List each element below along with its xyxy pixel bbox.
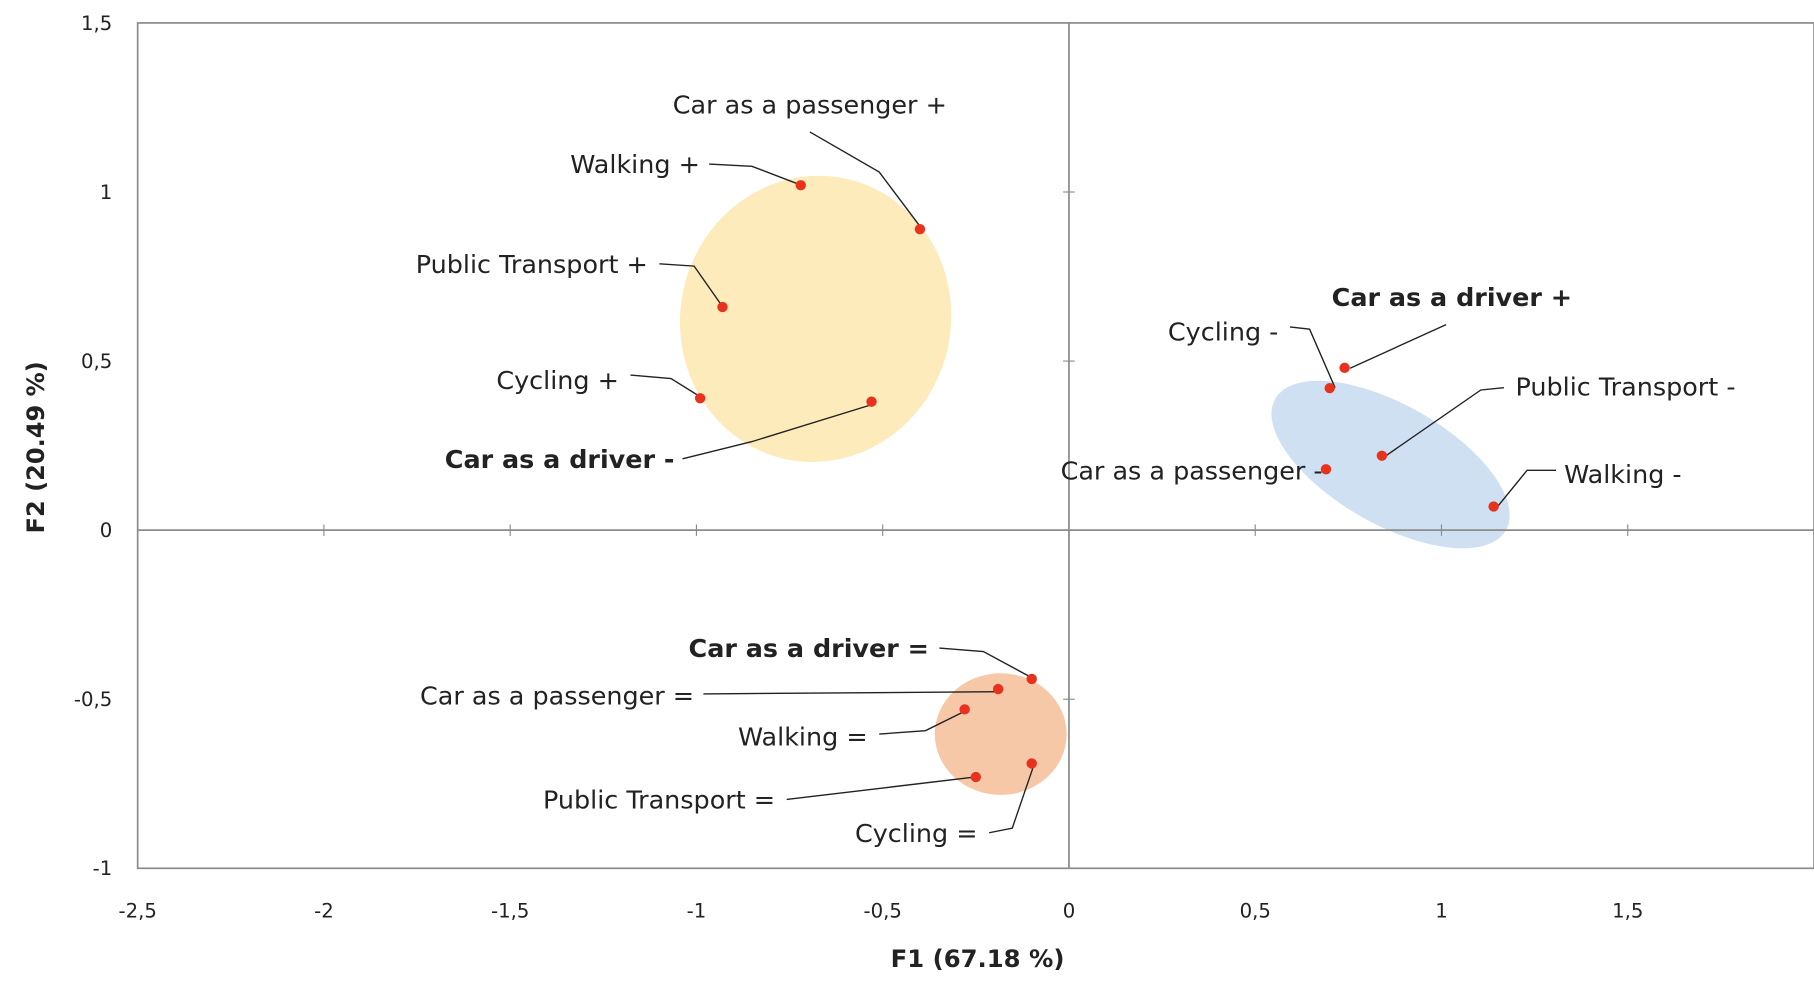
- point-label: Public Transport =: [543, 785, 775, 815]
- y-tick-label: 1: [100, 181, 113, 204]
- point: [914, 224, 926, 235]
- point-label: Walking -: [1564, 459, 1682, 489]
- leader-line: [939, 647, 1035, 680]
- point: [1320, 464, 1332, 475]
- leader-line: [989, 763, 1035, 834]
- point-label: Walking +: [570, 149, 700, 179]
- cluster: [679, 175, 952, 462]
- leader-line: [1349, 323, 1447, 369]
- point-label: Cycling -: [1168, 317, 1278, 347]
- point: [1324, 382, 1335, 394]
- leader-line: [703, 690, 1000, 695]
- leader-line: [682, 403, 875, 460]
- point-label: Car as a passenger +: [673, 90, 947, 120]
- point-label: Car as a passenger -: [1061, 456, 1323, 486]
- leader-line: [879, 708, 970, 735]
- point: [717, 301, 728, 313]
- point-label: Car as a driver =: [689, 633, 929, 663]
- x-tick-label: -2,5: [118, 900, 156, 923]
- cluster: [1271, 380, 1510, 549]
- leader-line: [659, 263, 724, 308]
- leader-line: [1289, 326, 1336, 388]
- x-tick-label: -2: [314, 900, 334, 923]
- point-label: Cycling +: [496, 365, 619, 395]
- x-tick-label: -1,5: [491, 900, 529, 923]
- point: [1488, 501, 1499, 512]
- x-tick-label: -1: [687, 900, 707, 923]
- y-tick-label: 0,5: [81, 350, 112, 373]
- leader-line: [786, 775, 979, 801]
- leader-line: [709, 163, 804, 187]
- point: [795, 180, 806, 191]
- x-axis-title: F1 (67.18 %): [891, 945, 1065, 973]
- point: [866, 396, 877, 407]
- point: [1376, 450, 1388, 461]
- point: [1026, 673, 1037, 685]
- point: [1026, 758, 1037, 769]
- point: [1339, 362, 1350, 374]
- leader-line: [1384, 387, 1505, 458]
- point-label: Car as a driver +: [1332, 282, 1572, 312]
- point-label: Cycling =: [855, 818, 978, 848]
- y-tick-label: -0,5: [74, 688, 112, 711]
- point: [959, 704, 970, 715]
- y-tick-label: 0: [100, 519, 113, 542]
- y-tick-label: -1: [93, 857, 113, 880]
- x-tick-label: -0,5: [864, 900, 902, 923]
- point-label: Car as a driver -: [445, 444, 675, 474]
- leader-line: [1497, 469, 1557, 507]
- y-axis-title: F2 (20.49 %): [22, 361, 50, 533]
- x-tick-label: 0: [1063, 900, 1076, 923]
- point-label: Public Transport +: [416, 249, 648, 279]
- point-label: Walking =: [738, 722, 868, 752]
- plot-frame: [136, 22, 1814, 870]
- leader-line: [809, 131, 924, 231]
- x-tick-label: 1: [1435, 900, 1448, 923]
- x-tick-label: 1,5: [1612, 900, 1643, 923]
- point: [694, 393, 706, 404]
- point: [970, 771, 982, 783]
- point: [992, 683, 1004, 695]
- leader-line: [630, 374, 703, 399]
- point-label: Car as a passenger =: [420, 680, 694, 710]
- x-tick-label: 0,5: [1240, 900, 1271, 923]
- y-tick-label: 1,5: [81, 12, 112, 35]
- point-label: Public Transport -: [1516, 372, 1736, 402]
